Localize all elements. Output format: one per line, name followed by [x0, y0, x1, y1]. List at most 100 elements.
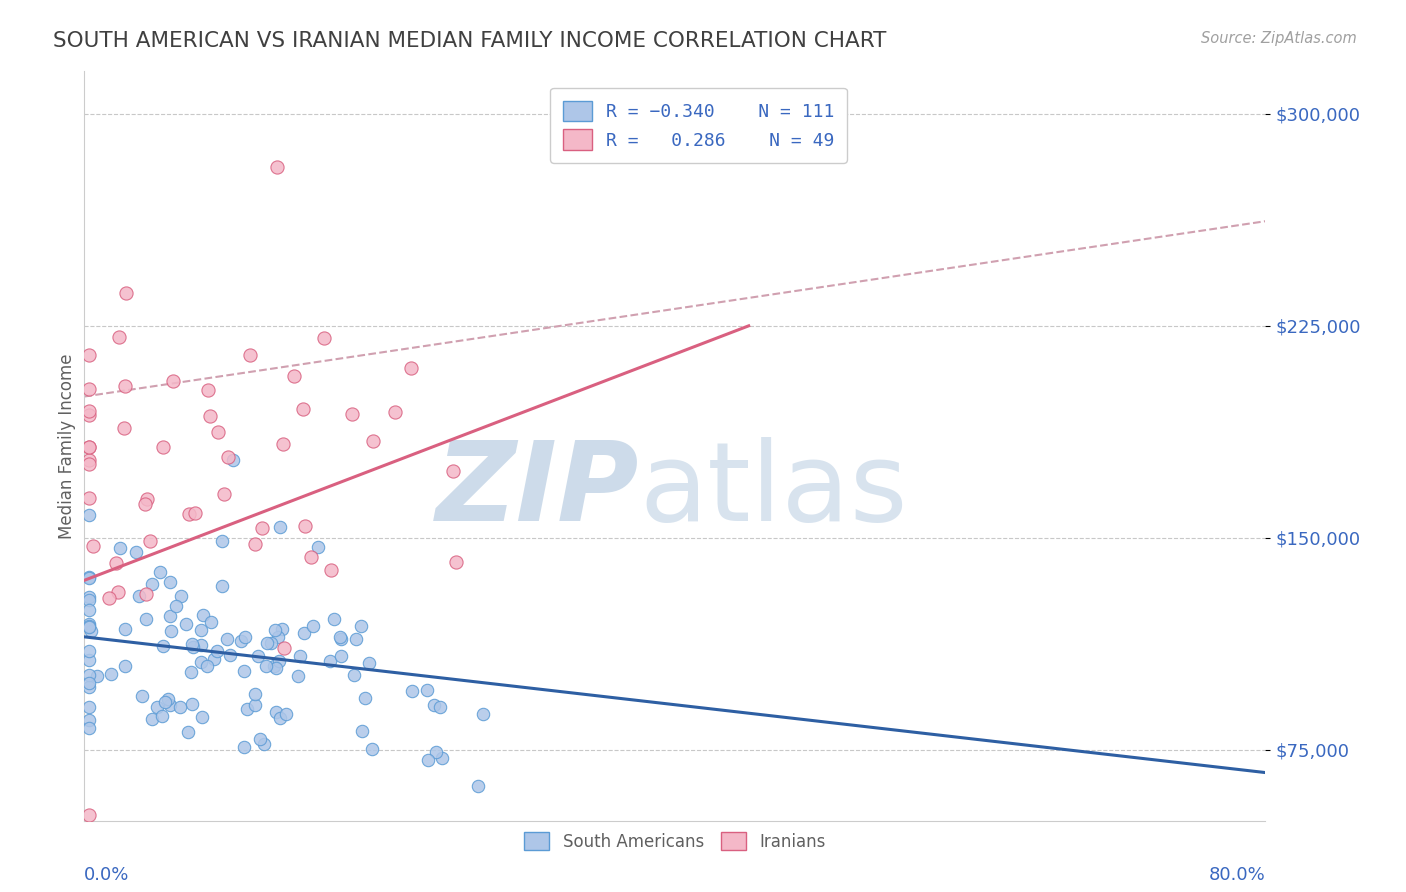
- Point: [350, 619, 373, 633]
- Point: [401, 683, 423, 698]
- Point: [198, 409, 221, 424]
- Point: [77, 667, 100, 681]
- Point: [107, 584, 129, 599]
- Point: [131, 689, 153, 703]
- Point: [80, 624, 103, 638]
- Point: [170, 589, 193, 603]
- Point: [77, 590, 100, 604]
- Text: atlas: atlas: [640, 437, 908, 544]
- Point: [77, 440, 100, 454]
- Point: [253, 737, 276, 751]
- Point: [384, 405, 406, 419]
- Text: Source: ZipAtlas.com: Source: ZipAtlas.com: [1201, 31, 1357, 46]
- Point: [77, 570, 100, 584]
- Legend: South Americans, Iranians: South Americans, Iranians: [517, 826, 832, 857]
- Point: [319, 654, 342, 668]
- Point: [159, 574, 181, 589]
- Point: [114, 622, 136, 636]
- Point: [114, 285, 136, 300]
- Point: [77, 453, 100, 467]
- Point: [329, 630, 352, 644]
- Point: [77, 408, 100, 422]
- Point: [243, 698, 266, 712]
- Point: [217, 450, 239, 465]
- Point: [114, 379, 136, 393]
- Point: [134, 497, 156, 511]
- Point: [108, 330, 131, 344]
- Point: [233, 740, 256, 755]
- Point: [211, 533, 233, 548]
- Point: [250, 521, 273, 535]
- Point: [214, 487, 236, 501]
- Point: [221, 453, 243, 467]
- Text: SOUTH AMERICAN VS IRANIAN MEDIAN FAMILY INCOME CORRELATION CHART: SOUTH AMERICAN VS IRANIAN MEDIAN FAMILY …: [53, 31, 887, 51]
- Point: [211, 579, 233, 593]
- Point: [423, 698, 446, 712]
- Point: [195, 658, 218, 673]
- Point: [77, 508, 100, 523]
- Text: 0.0%: 0.0%: [84, 866, 129, 884]
- Point: [77, 404, 100, 418]
- Point: [190, 638, 212, 652]
- Point: [77, 676, 100, 690]
- Point: [141, 577, 163, 591]
- Point: [243, 536, 266, 550]
- Point: [181, 637, 204, 651]
- Point: [177, 725, 200, 739]
- Point: [181, 698, 204, 712]
- Point: [110, 541, 132, 555]
- Point: [157, 692, 180, 706]
- Point: [77, 714, 100, 728]
- Point: [292, 401, 315, 416]
- Point: [290, 648, 312, 663]
- Point: [191, 608, 214, 623]
- Point: [299, 549, 322, 564]
- Point: [229, 634, 252, 648]
- Point: [77, 457, 100, 471]
- Point: [135, 612, 157, 626]
- Point: [266, 630, 288, 644]
- Point: [162, 375, 184, 389]
- Point: [150, 708, 173, 723]
- Point: [184, 506, 207, 520]
- Point: [425, 745, 447, 759]
- Point: [471, 706, 494, 721]
- Point: [105, 556, 128, 570]
- Point: [159, 698, 181, 712]
- Point: [273, 641, 295, 656]
- Point: [264, 623, 287, 637]
- Point: [135, 587, 157, 601]
- Point: [77, 570, 100, 584]
- Point: [269, 654, 291, 668]
- Point: [344, 632, 367, 647]
- Point: [177, 507, 200, 521]
- Point: [77, 653, 100, 667]
- Point: [219, 648, 242, 662]
- Point: [190, 656, 212, 670]
- Point: [77, 348, 100, 362]
- Point: [77, 491, 100, 505]
- Point: [146, 700, 169, 714]
- Point: [254, 658, 277, 673]
- Point: [77, 808, 100, 822]
- Point: [264, 705, 287, 719]
- Point: [256, 636, 278, 650]
- Point: [274, 706, 297, 721]
- Point: [271, 622, 294, 636]
- Point: [169, 700, 191, 714]
- Point: [302, 618, 325, 632]
- Point: [197, 383, 219, 397]
- Point: [77, 680, 100, 694]
- Point: [112, 421, 135, 435]
- Point: [343, 667, 366, 681]
- Point: [269, 520, 291, 534]
- Point: [77, 616, 100, 631]
- Point: [165, 599, 187, 614]
- Point: [233, 630, 256, 644]
- Point: [191, 710, 214, 724]
- Point: [269, 711, 291, 725]
- Point: [354, 691, 377, 706]
- Point: [180, 665, 202, 680]
- Point: [441, 465, 464, 479]
- Point: [263, 658, 285, 673]
